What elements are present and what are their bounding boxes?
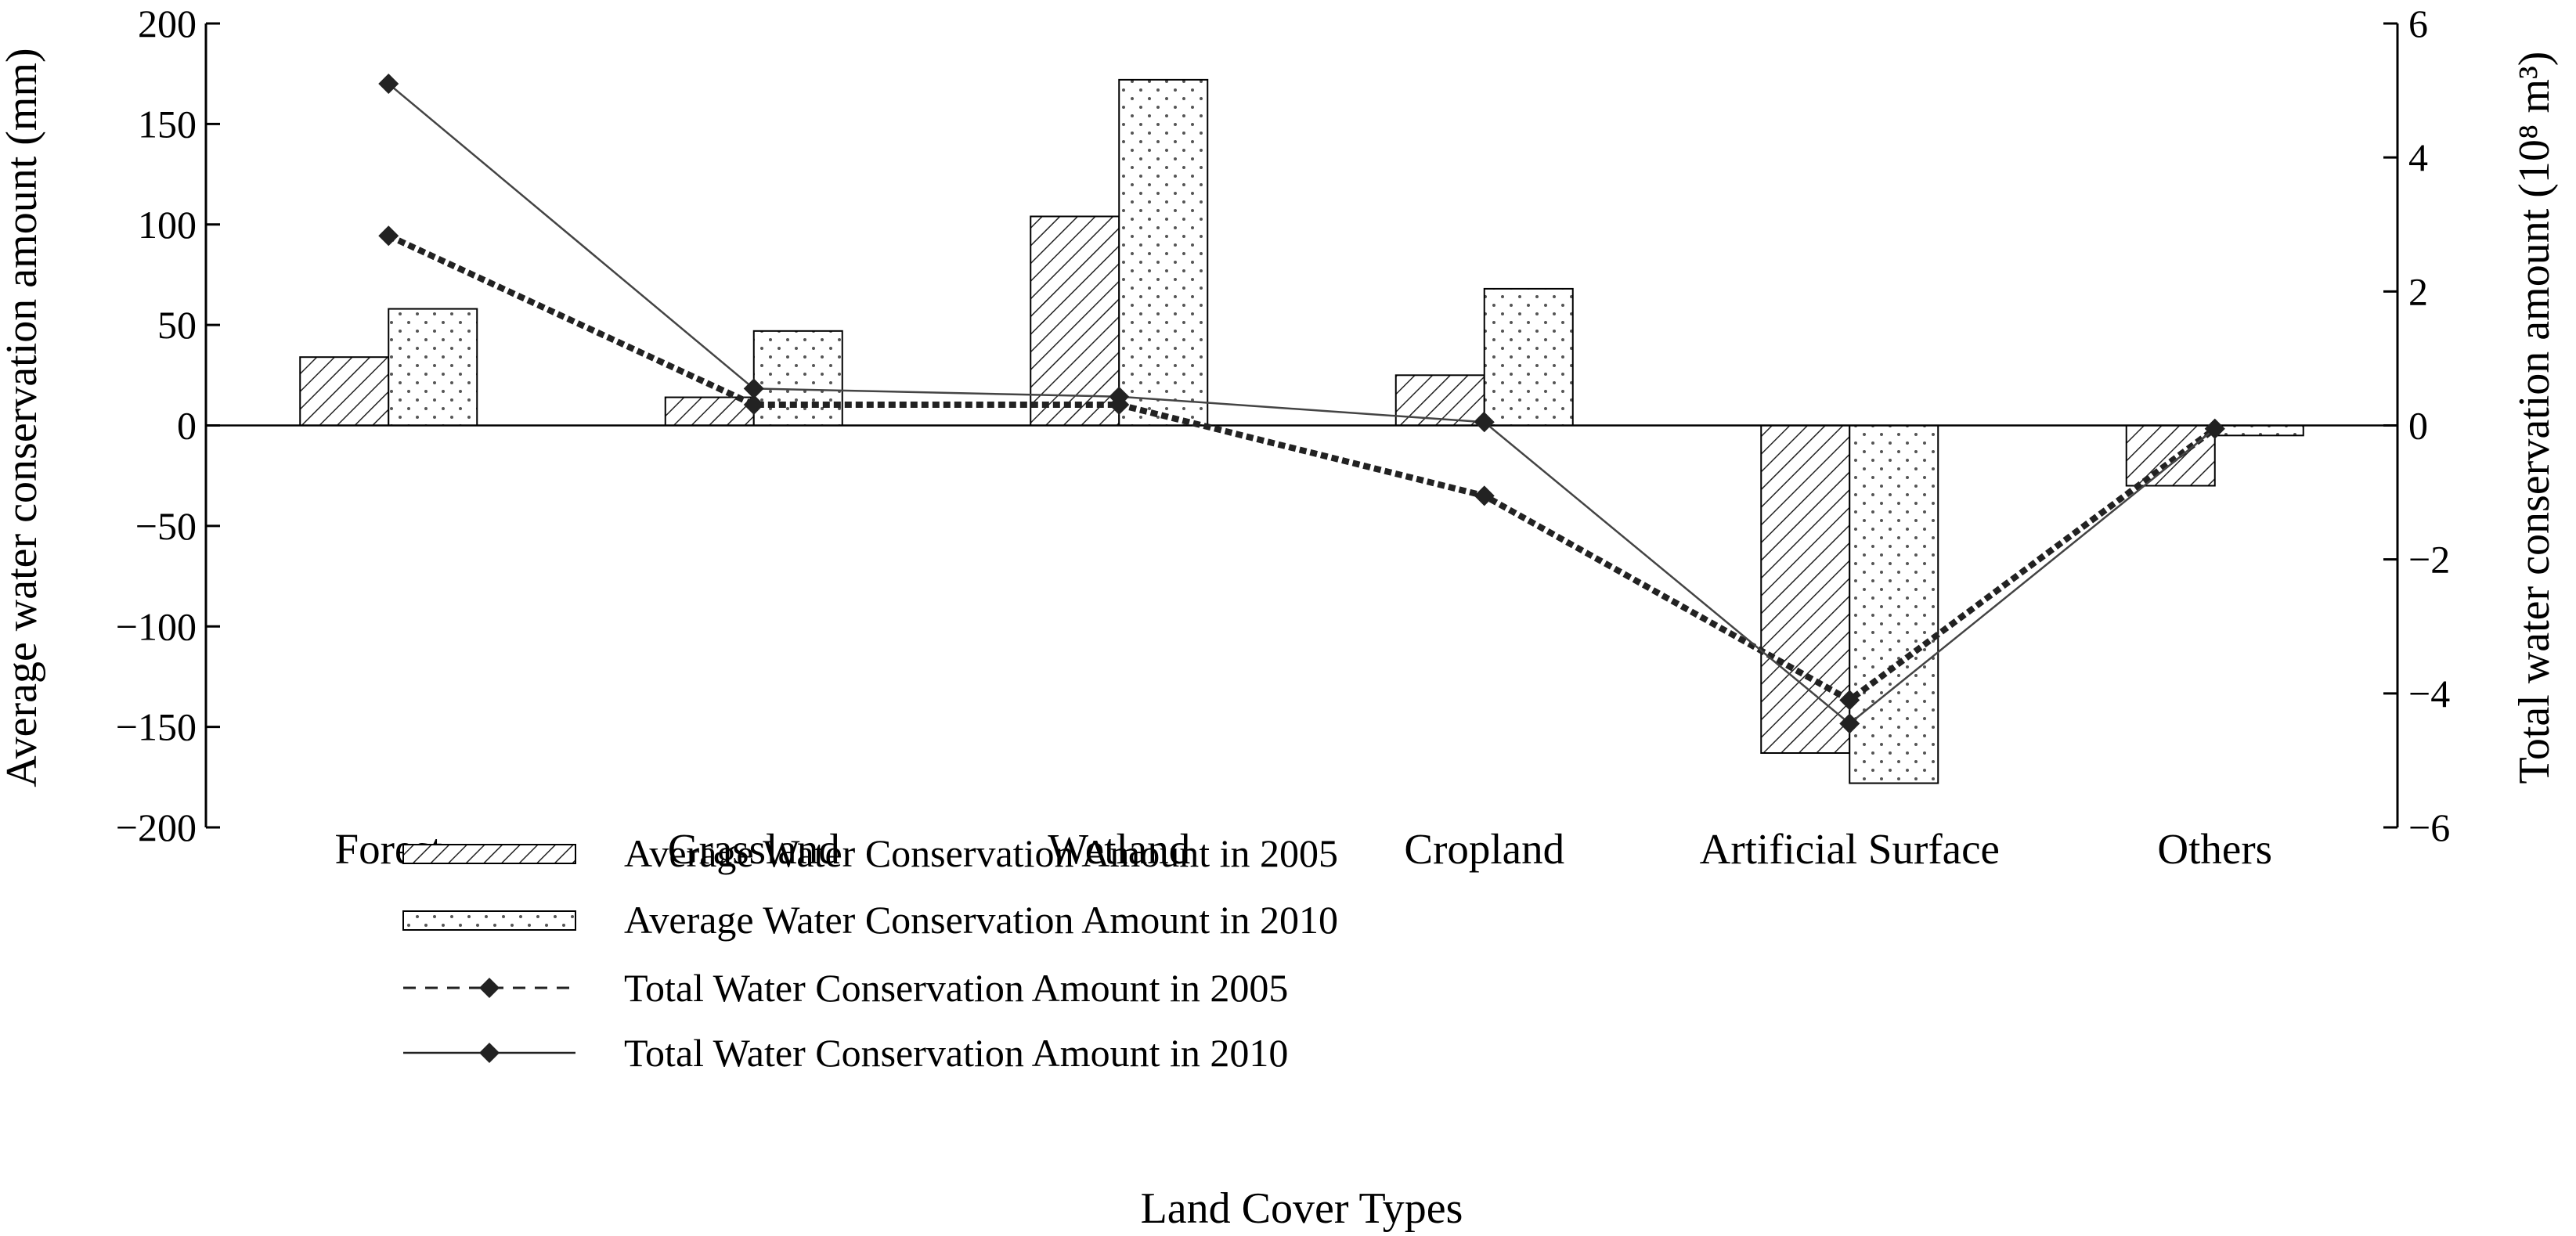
marker-2005-3 (1474, 485, 1495, 506)
legend-label-0: Average Water Conservation Amount in 200… (624, 831, 1338, 875)
legend-marker-3 (479, 1043, 500, 1063)
legend-label-2: Total Water Conservation Amount in 2005 (624, 966, 1288, 1010)
legend: Average Water Conservation Amount in 200… (402, 831, 1338, 1075)
bar-2010-1 (752, 330, 843, 427)
marker-2005-1 (743, 394, 764, 415)
y-tick-label: −200 (116, 805, 197, 849)
legend-swatch-0 (402, 844, 576, 864)
x-axis-title: Land Cover Types (1141, 1184, 1463, 1233)
x-tick-label: Grassland (668, 825, 840, 873)
lines-layer (378, 74, 2225, 734)
y2-tick-label: 4 (2408, 135, 2428, 179)
bar-2010-3 (1483, 287, 1574, 427)
marker-2010-1 (743, 378, 764, 399)
line-total-2005 (387, 232, 2217, 704)
bar-2010-4 (1849, 424, 1939, 784)
legend-swatch-1 (402, 910, 576, 931)
marker-2010-2 (1109, 386, 1130, 407)
y-tick-label: −100 (116, 604, 197, 648)
bar-2010-5 (2213, 424, 2304, 437)
legend-label-1: Average Water Conservation Amount in 201… (624, 898, 1338, 942)
y2-tick-label: −6 (2408, 805, 2450, 849)
y-tick-label: −150 (116, 705, 197, 749)
y2-axis-title: Total water conservation amount (10⁸ m³) (2510, 52, 2559, 784)
axes-layer: 200 150 100 50 0 −50 −100 −150 −200 6 4 2 0 −2 −4 −6 (116, 2, 2450, 849)
x-tick-label: Wetland (1048, 825, 1190, 873)
y2-tick-label: −2 (2408, 538, 2450, 582)
y-tick-label: 150 (138, 102, 197, 146)
bar-2005-1 (664, 396, 755, 427)
y2-tick-label: 6 (2408, 2, 2428, 45)
bars-layer (299, 78, 2304, 784)
marker-2010-0 (378, 74, 399, 95)
y2-tick-label: 2 (2408, 269, 2428, 313)
marker-2005-4 (1839, 690, 1860, 711)
y-tick-label: 100 (138, 203, 197, 247)
marker-2010-4 (1839, 713, 1860, 734)
bar-2005-4 (1760, 424, 1851, 755)
y-tick-label: 200 (138, 2, 197, 45)
marker-2005-0 (378, 225, 399, 247)
y-axis-title: Average water conservation amount (mm) (0, 48, 46, 787)
line-total-2010 (388, 83, 2216, 725)
bar-2005-3 (1394, 374, 1485, 427)
marker-2010-5 (2204, 418, 2225, 439)
y-tick-label: −50 (135, 504, 197, 548)
y-tick-label: 0 (177, 404, 197, 448)
y2-tick-label: 0 (2408, 404, 2428, 448)
x-tick-label: Cropland (1404, 825, 1564, 873)
legend-label-3: Total Water Conservation Amount in 2010 (624, 1031, 1288, 1075)
y2-tick-label: −4 (2408, 672, 2450, 715)
bar-2010-2 (1118, 78, 1209, 427)
marker-2010-3 (1474, 412, 1495, 433)
labels-layer: Forest Grassland Wetland Cropland Artificial… (335, 825, 2273, 873)
y-tick-label: 50 (157, 303, 197, 347)
bar-2005-0 (299, 356, 390, 427)
x-tick-label: Others (2157, 825, 2272, 873)
x-tick-label: Artificial Surface (1700, 825, 2000, 873)
legend-marker-2 (479, 978, 500, 998)
bar-2010-0 (388, 308, 478, 427)
bar-2005-5 (2125, 424, 2216, 487)
bar-2005-2 (1030, 215, 1120, 427)
